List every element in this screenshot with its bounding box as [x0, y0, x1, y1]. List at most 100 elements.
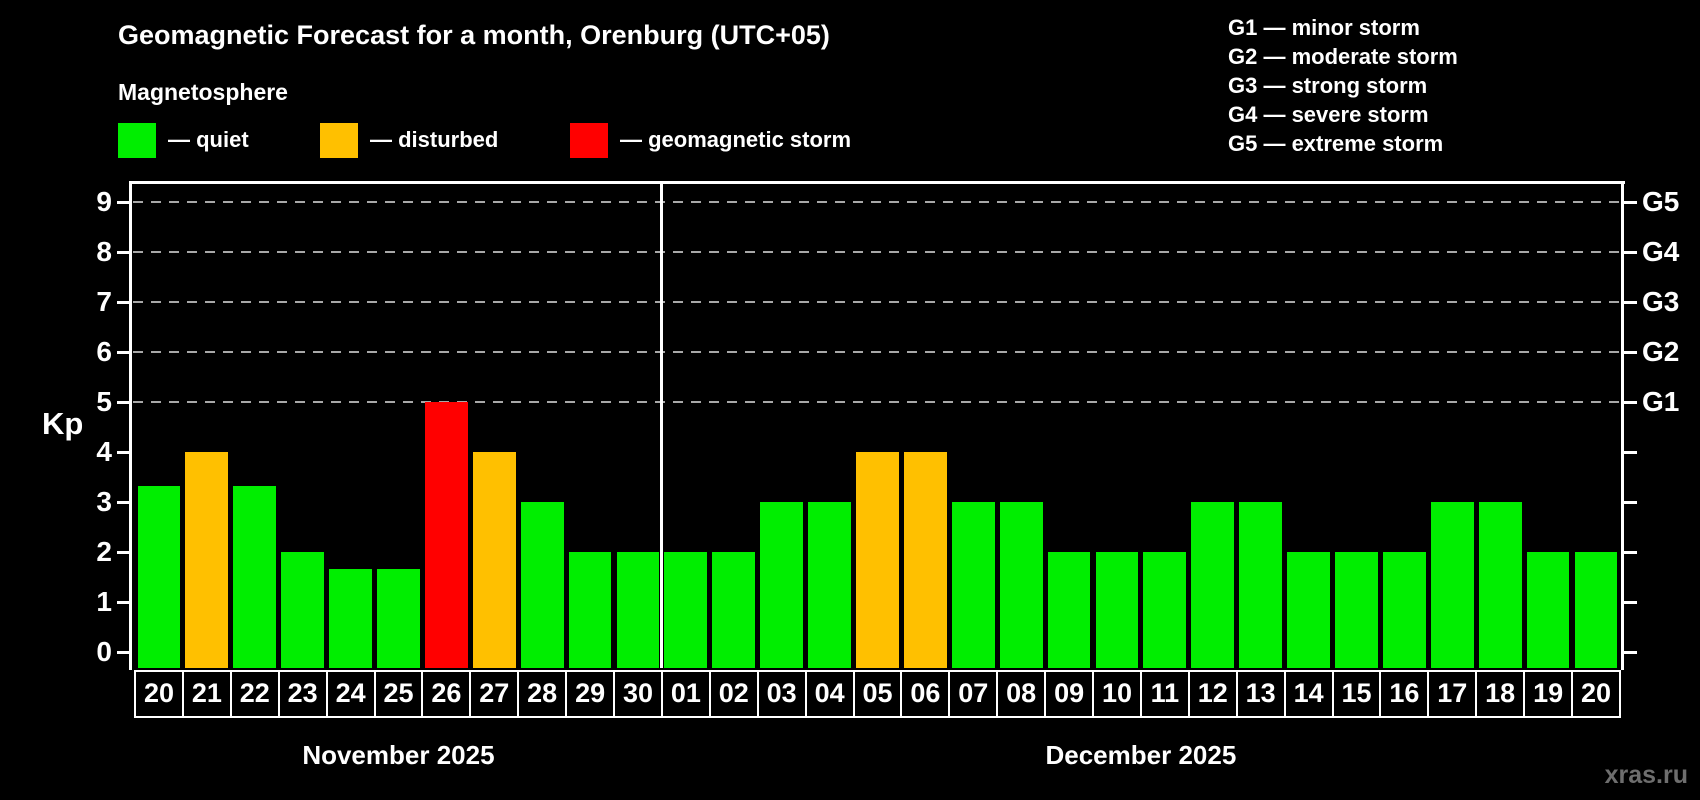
y-axis-line: [129, 181, 132, 670]
kp-bar: [1143, 552, 1187, 668]
y-axis-tick: [117, 551, 130, 554]
plot-area: [131, 183, 1623, 668]
date-cell: 13: [1235, 670, 1286, 718]
kp-bar: [1382, 552, 1426, 668]
g-legend-line-2: G2 — moderate storm: [1228, 44, 1458, 69]
kp-bar: [281, 552, 325, 668]
g-level-label-g4: G4: [1642, 236, 1680, 267]
legend-label-storm: — geomagnetic storm: [620, 127, 852, 152]
date-cell: 11: [1139, 670, 1190, 718]
kp-bar: [808, 502, 851, 668]
gridline-kp-8: [133, 251, 1621, 253]
kp-bar: [233, 485, 277, 668]
right-axis-line: [1621, 181, 1624, 670]
g-level-label-g2: G2: [1642, 336, 1680, 367]
right-axis-tick: [1624, 551, 1637, 554]
g-scale-legend: G1 — minor storm G2 — moderate storm G3 — …: [1228, 13, 1458, 158]
y-tick-label: 5: [96, 386, 112, 417]
right-axis-tick: [1624, 401, 1637, 404]
right-axis-tick: [1624, 201, 1637, 204]
date-cell: 01: [660, 670, 711, 718]
y-axis-label: Kp: [42, 406, 84, 441]
month-separator-line: [659, 183, 663, 668]
right-axis-tick: [1624, 651, 1637, 654]
g-legend-line-5: G5 — extreme storm: [1228, 131, 1444, 156]
plot-top-border: [129, 181, 1625, 184]
chart-subtitle: Magnetosphere: [118, 79, 288, 105]
right-axis-tick: [1624, 451, 1637, 454]
date-cell: 07: [948, 670, 999, 718]
kp-bar: [1478, 502, 1522, 668]
kp-bar: [137, 485, 181, 668]
gridline-kp-6: [133, 351, 1621, 353]
kp-bar: [999, 502, 1043, 668]
kp-bar: [185, 452, 229, 668]
date-cell: 05: [852, 670, 903, 718]
date-cell: 19: [1523, 670, 1574, 718]
y-axis-tick: [117, 251, 130, 254]
date-cell: 04: [804, 670, 855, 718]
right-axis-tick: [1624, 601, 1637, 604]
date-cell: 25: [373, 670, 424, 718]
date-cell: 02: [708, 670, 759, 718]
kp-bar: [1287, 552, 1330, 668]
kp-bar: [1047, 552, 1091, 668]
kp-bar: [329, 568, 372, 668]
kp-bar: [616, 552, 660, 668]
date-cell: 22: [229, 670, 280, 718]
y-axis-tick: [117, 651, 130, 654]
g-level-label-g5: G5: [1642, 186, 1680, 217]
quiet-color-swatch: [118, 122, 156, 158]
kp-bar: [664, 552, 708, 668]
gridline-kp-7: [133, 301, 1621, 303]
date-cell: 26: [421, 670, 472, 718]
g-level-label-g1: G1: [1642, 386, 1680, 417]
kp-bar: [424, 402, 468, 668]
legend-item-quiet: — quiet: [118, 122, 249, 158]
date-cell: 24: [325, 670, 376, 718]
kp-bar: [1095, 552, 1139, 668]
y-tick-label: 9: [96, 186, 112, 217]
kp-bar: [712, 552, 756, 668]
y-tick-label: 6: [96, 336, 112, 367]
gridline-kp-9: [133, 201, 1621, 203]
kp-bar: [377, 568, 420, 668]
date-cell: 20: [134, 670, 184, 718]
y-axis-tick: [117, 201, 130, 204]
kp-bar: [1239, 502, 1283, 668]
disturbed-color-swatch: [320, 122, 358, 158]
kp-bar: [856, 452, 899, 668]
date-cell: 16: [1379, 670, 1430, 718]
g-legend-line-3: G3 — strong storm: [1228, 73, 1428, 98]
month-label-november: November 2025: [302, 740, 495, 770]
g-legend-line-1: G1 — minor storm: [1228, 15, 1420, 40]
kp-bar: [951, 502, 995, 668]
storm-color-swatch: [570, 122, 608, 158]
kp-bar: [760, 502, 804, 668]
date-cell: 27: [469, 670, 520, 718]
y-axis-tick: [117, 451, 130, 454]
right-axis-tick: [1624, 501, 1637, 504]
y-axis-tick: [117, 351, 130, 354]
kp-bar: [1335, 552, 1378, 668]
date-cell: 20: [1571, 670, 1621, 718]
y-tick-label: 0: [96, 636, 112, 667]
legend-label-quiet: — quiet: [168, 127, 249, 152]
kp-bar: [1526, 552, 1570, 668]
kp-bar: [520, 502, 564, 668]
chart-title: Geomagnetic Forecast for a month, Orenbu…: [118, 20, 830, 50]
kp-bar: [1574, 552, 1618, 668]
g-legend-line-4: G4 — severe storm: [1228, 102, 1429, 127]
kp-bar: [472, 452, 516, 668]
right-axis-tick: [1624, 301, 1637, 304]
y-tick-label: 1: [96, 586, 112, 617]
watermark: xras.ru: [1604, 761, 1688, 789]
legend-label-disturbed: — disturbed: [370, 127, 499, 152]
month-label-december: December 2025: [1045, 740, 1237, 770]
right-axis-tick: [1624, 251, 1637, 254]
y-axis-tick: [117, 501, 130, 504]
date-cell: 09: [1044, 670, 1095, 718]
g-level-label-g3: G3: [1642, 286, 1680, 317]
y-axis-tick: [117, 301, 130, 304]
